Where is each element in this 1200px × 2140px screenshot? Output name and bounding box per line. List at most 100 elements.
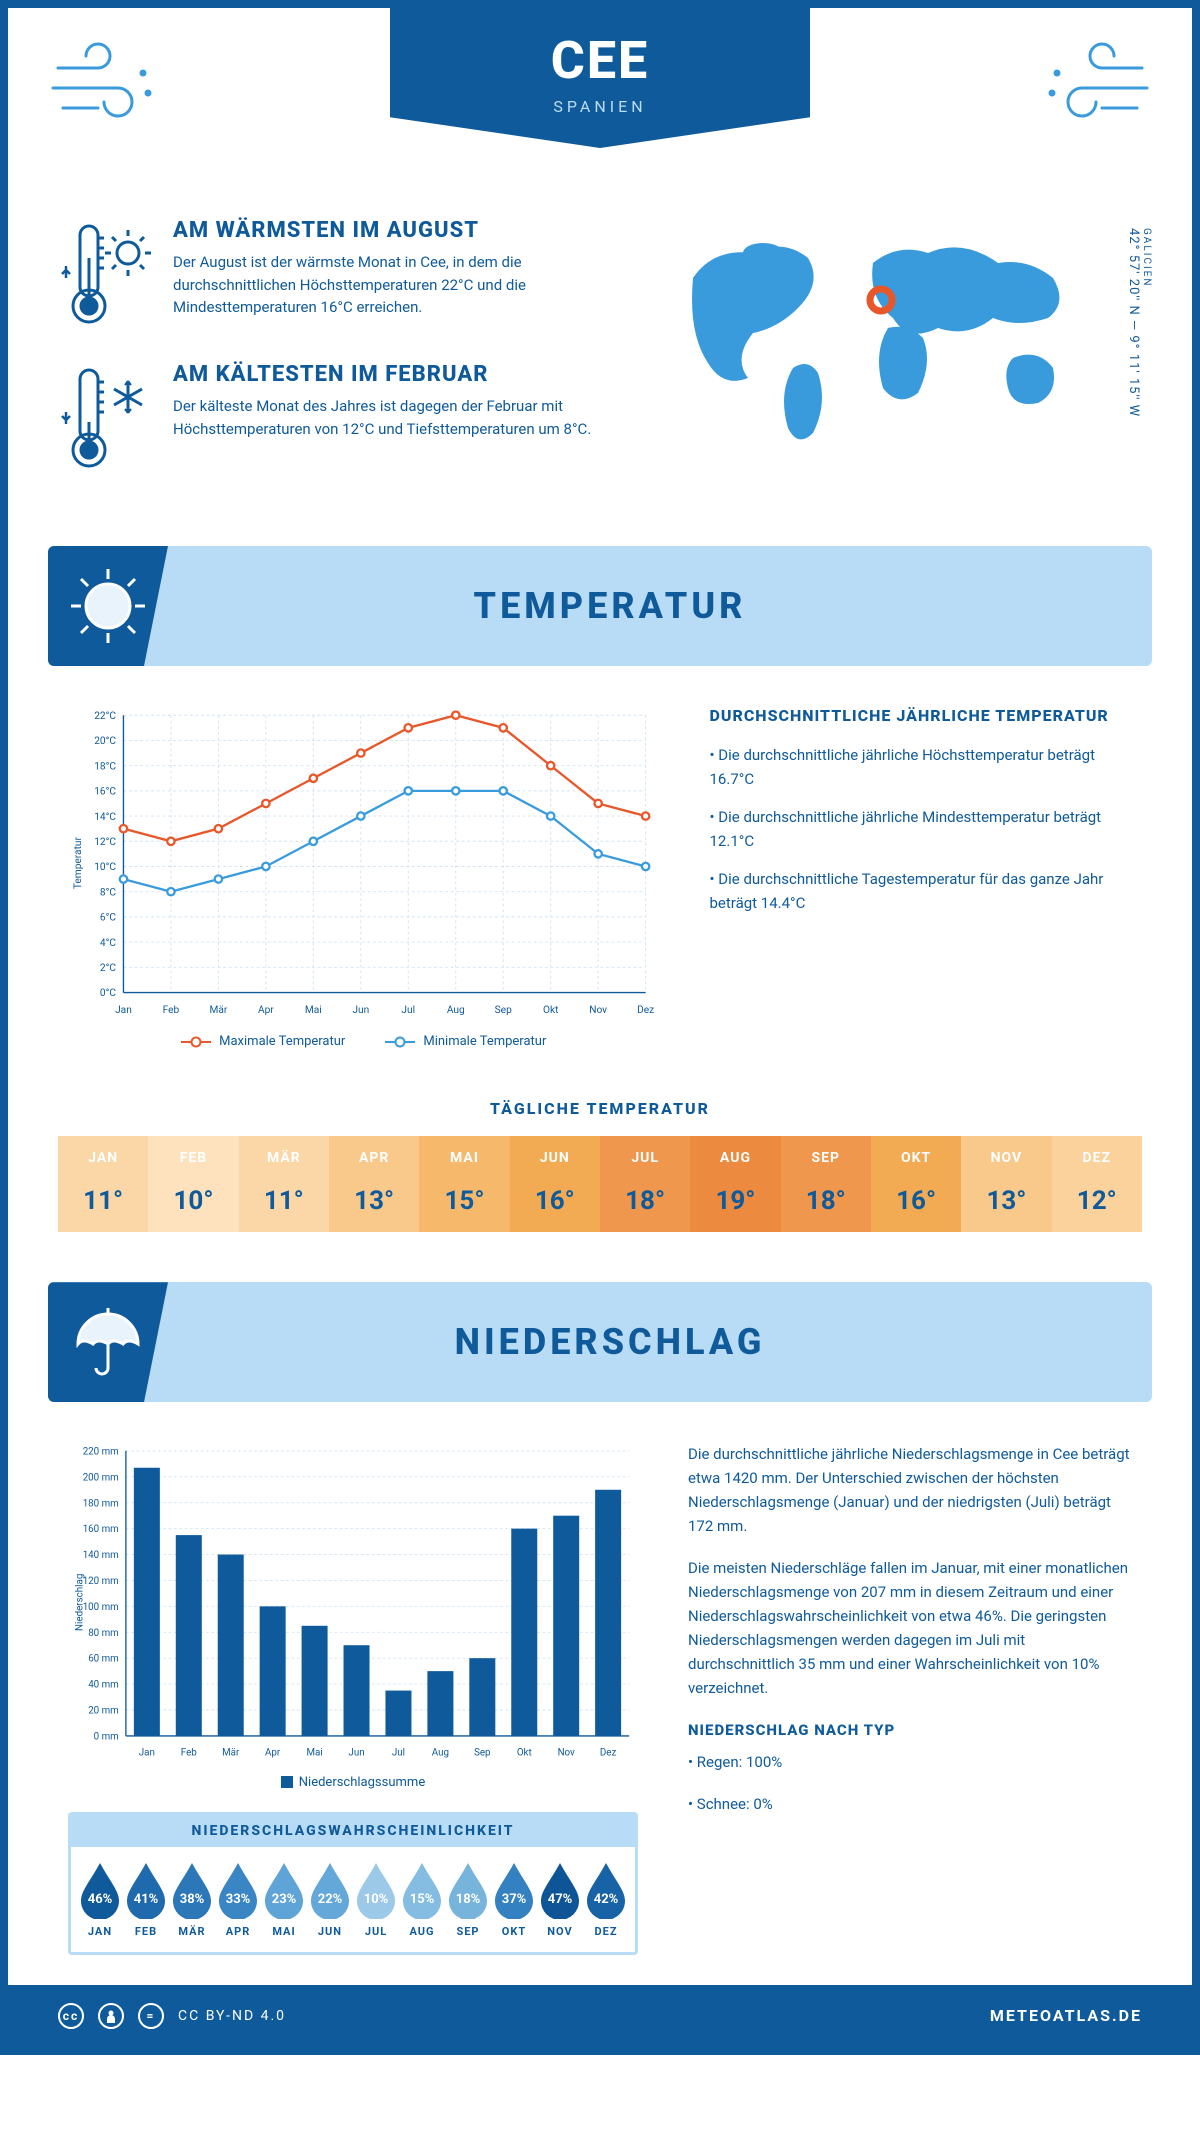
precip-body: 0 mm20 mm40 mm60 mm80 mm100 mm120 mm140 …	[8, 1402, 1192, 1985]
svg-text:Aug: Aug	[447, 1005, 465, 1016]
temp-value: 10°	[148, 1186, 238, 1216]
month-label: AUG	[399, 1925, 445, 1938]
page: CEE SPANIEN AM WÄRMSTEN IM AUGUST Der Au…	[0, 0, 1200, 2055]
svg-text:Niederschlag: Niederschlag	[74, 1574, 85, 1631]
svg-text:Jul: Jul	[401, 1005, 415, 1016]
daily-temp-strip: JAN11°FEB10°MÄR11°APR13°MAI15°JUN16°JUL1…	[58, 1136, 1142, 1232]
precip-prob-drop: 41%FEB	[123, 1861, 169, 1938]
region-label: GALICIEN	[1141, 228, 1152, 411]
temp-value: 11°	[239, 1186, 329, 1216]
svg-text:Okt: Okt	[543, 1005, 558, 1016]
svg-text:18%: 18%	[456, 1892, 481, 1907]
month-label: JUL	[353, 1925, 399, 1938]
svg-text:Dez: Dez	[637, 1005, 654, 1016]
month-label: APR	[329, 1150, 419, 1166]
svg-text:220 mm: 220 mm	[83, 1447, 119, 1458]
precip-prob-drop: 15%AUG	[399, 1861, 445, 1938]
temp-bullet: • Die durchschnittliche jährliche Höchst…	[710, 743, 1133, 791]
precip-prob-drop: 33%APR	[215, 1861, 261, 1938]
svg-text:60 mm: 60 mm	[88, 1654, 119, 1665]
svg-text:100 mm: 100 mm	[83, 1602, 119, 1613]
svg-text:Aug: Aug	[432, 1748, 449, 1759]
temp-bullet: • Die durchschnittliche jährliche Mindes…	[710, 805, 1133, 853]
svg-text:200 mm: 200 mm	[83, 1473, 119, 1484]
svg-text:160 mm: 160 mm	[83, 1524, 119, 1535]
temp-value: 11°	[58, 1186, 148, 1216]
precip-probability-box: NIEDERSCHLAGSWAHRSCHEINLICHKEIT 46%JAN41…	[68, 1812, 638, 1955]
month-label: SEP	[781, 1150, 871, 1166]
svg-text:Dez: Dez	[600, 1748, 617, 1759]
svg-text:Nov: Nov	[589, 1005, 607, 1016]
svg-text:8°C: 8°C	[100, 887, 117, 898]
temp-value: 18°	[781, 1186, 871, 1216]
month-label: DEZ	[583, 1925, 629, 1938]
precip-prob-drop: 18%SEP	[445, 1861, 491, 1938]
svg-text:14°C: 14°C	[94, 812, 116, 823]
precip-prob-drop: 10%JUL	[353, 1861, 399, 1938]
daily-temp-cell: JUN16°	[510, 1136, 600, 1232]
precip-type-line: • Schnee: 0%	[688, 1792, 1132, 1816]
svg-text:6°C: 6°C	[100, 913, 117, 924]
month-label: JUN	[510, 1150, 600, 1166]
svg-text:Jan: Jan	[115, 1005, 132, 1016]
cc-icon: cc	[58, 2003, 84, 2029]
precip-prob-drop: 38% MÄR	[169, 1861, 215, 1938]
svg-text:Jun: Jun	[352, 1005, 369, 1016]
month-label: OKT	[871, 1150, 961, 1166]
header: CEE SPANIEN	[8, 8, 1192, 188]
precip-prob-drop: 42% DEZ	[583, 1861, 629, 1938]
daily-temp-cell: APR 13°	[329, 1136, 419, 1232]
month-label: MÄR	[239, 1150, 329, 1166]
month-label: MÄR	[169, 1925, 215, 1938]
precip-summary: Die durchschnittliche jährliche Niedersc…	[688, 1442, 1132, 1955]
license-text: CC BY-ND 4.0	[178, 2008, 286, 2024]
daily-temp-cell: SEP 18°	[781, 1136, 871, 1232]
month-label: JAN	[58, 1150, 148, 1166]
nd-icon: =	[138, 2003, 164, 2029]
country-subtitle: SPANIEN	[390, 97, 810, 116]
warmest-text: Der August ist der wärmste Monat in Cee,…	[173, 251, 605, 319]
month-label: AUG	[690, 1150, 780, 1166]
month-label: NOV	[537, 1925, 583, 1938]
svg-text:38%: 38%	[180, 1892, 205, 1907]
daily-temp-cell: FEB10°	[148, 1136, 238, 1232]
city-title: CEE	[390, 30, 810, 91]
svg-text:18°C: 18°C	[94, 761, 116, 772]
month-label: DEZ	[1052, 1150, 1142, 1166]
temp-value: 13°	[961, 1186, 1051, 1216]
precip-type-title: NIEDERSCHLAG NACH TYP	[688, 1718, 1132, 1742]
svg-text:0°C: 0°C	[100, 988, 117, 999]
precip-text-1: Die durchschnittliche jährliche Niedersc…	[688, 1442, 1132, 1538]
prob-title: NIEDERSCHLAGSWAHRSCHEINLICHKEIT	[71, 1815, 635, 1847]
title-banner: CEE SPANIEN	[390, 8, 810, 148]
svg-text:Okt: Okt	[517, 1748, 532, 1759]
month-label: MAI	[419, 1150, 509, 1166]
svg-text:Mär: Mär	[209, 1005, 227, 1016]
svg-text:20 mm: 20 mm	[88, 1706, 119, 1717]
svg-text:80 mm: 80 mm	[88, 1628, 119, 1639]
umbrella-icon	[48, 1282, 168, 1402]
bar-chart-legend: Niederschlagssumme	[68, 1775, 638, 1790]
svg-text:4°C: 4°C	[100, 938, 117, 949]
svg-text:42%: 42%	[594, 1892, 619, 1907]
precip-prob-drop: 46%JAN	[77, 1861, 123, 1938]
month-label: JUL	[600, 1150, 690, 1166]
coldest-title: AM KÄLTESTEN IM FEBRUAR	[173, 362, 605, 387]
svg-text:2°C: 2°C	[100, 963, 117, 974]
temp-value: 13°	[329, 1186, 419, 1216]
daily-temp-cell: AUG19°	[690, 1136, 780, 1232]
month-label: JAN	[77, 1925, 123, 1938]
by-icon	[98, 2003, 124, 2029]
svg-text:Sep: Sep	[474, 1748, 491, 1759]
section-title: NIEDERSCHLAG	[168, 1321, 1152, 1363]
coords-text: 42° 57' 20'' N — 9° 11' 15'' W	[1126, 228, 1141, 417]
svg-text:Nov: Nov	[558, 1748, 575, 1759]
month-label: MAI	[261, 1925, 307, 1938]
svg-text:Jan: Jan	[139, 1748, 155, 1759]
svg-text:47%: 47%	[548, 1892, 573, 1907]
svg-text:16°C: 16°C	[94, 787, 116, 798]
wind-icon	[1032, 38, 1152, 132]
precip-type-line: • Regen: 100%	[688, 1750, 1132, 1774]
precip-header: NIEDERSCHLAG	[48, 1282, 1152, 1402]
temp-value: 16°	[871, 1186, 961, 1216]
